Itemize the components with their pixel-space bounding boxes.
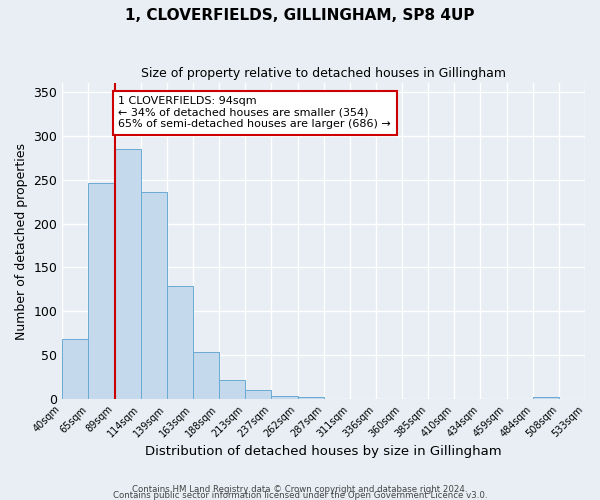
Bar — [298, 396, 323, 399]
Bar — [140, 192, 167, 399]
Bar — [245, 390, 271, 399]
X-axis label: Distribution of detached houses by size in Gillingham: Distribution of detached houses by size … — [145, 444, 502, 458]
Text: Contains HM Land Registry data © Crown copyright and database right 2024.: Contains HM Land Registry data © Crown c… — [132, 484, 468, 494]
Bar — [88, 183, 115, 399]
Bar — [193, 352, 219, 399]
Bar — [533, 398, 559, 399]
Bar — [271, 396, 298, 399]
Title: Size of property relative to detached houses in Gillingham: Size of property relative to detached ho… — [141, 68, 506, 80]
Bar — [219, 380, 245, 399]
Text: Contains public sector information licensed under the Open Government Licence v3: Contains public sector information licen… — [113, 490, 487, 500]
Text: 1 CLOVERFIELDS: 94sqm
← 34% of detached houses are smaller (354)
65% of semi-det: 1 CLOVERFIELDS: 94sqm ← 34% of detached … — [118, 96, 391, 130]
Y-axis label: Number of detached properties: Number of detached properties — [15, 142, 28, 340]
Bar — [62, 338, 88, 399]
Bar — [167, 286, 193, 399]
Text: 1, CLOVERFIELDS, GILLINGHAM, SP8 4UP: 1, CLOVERFIELDS, GILLINGHAM, SP8 4UP — [125, 8, 475, 22]
Bar — [115, 149, 140, 399]
